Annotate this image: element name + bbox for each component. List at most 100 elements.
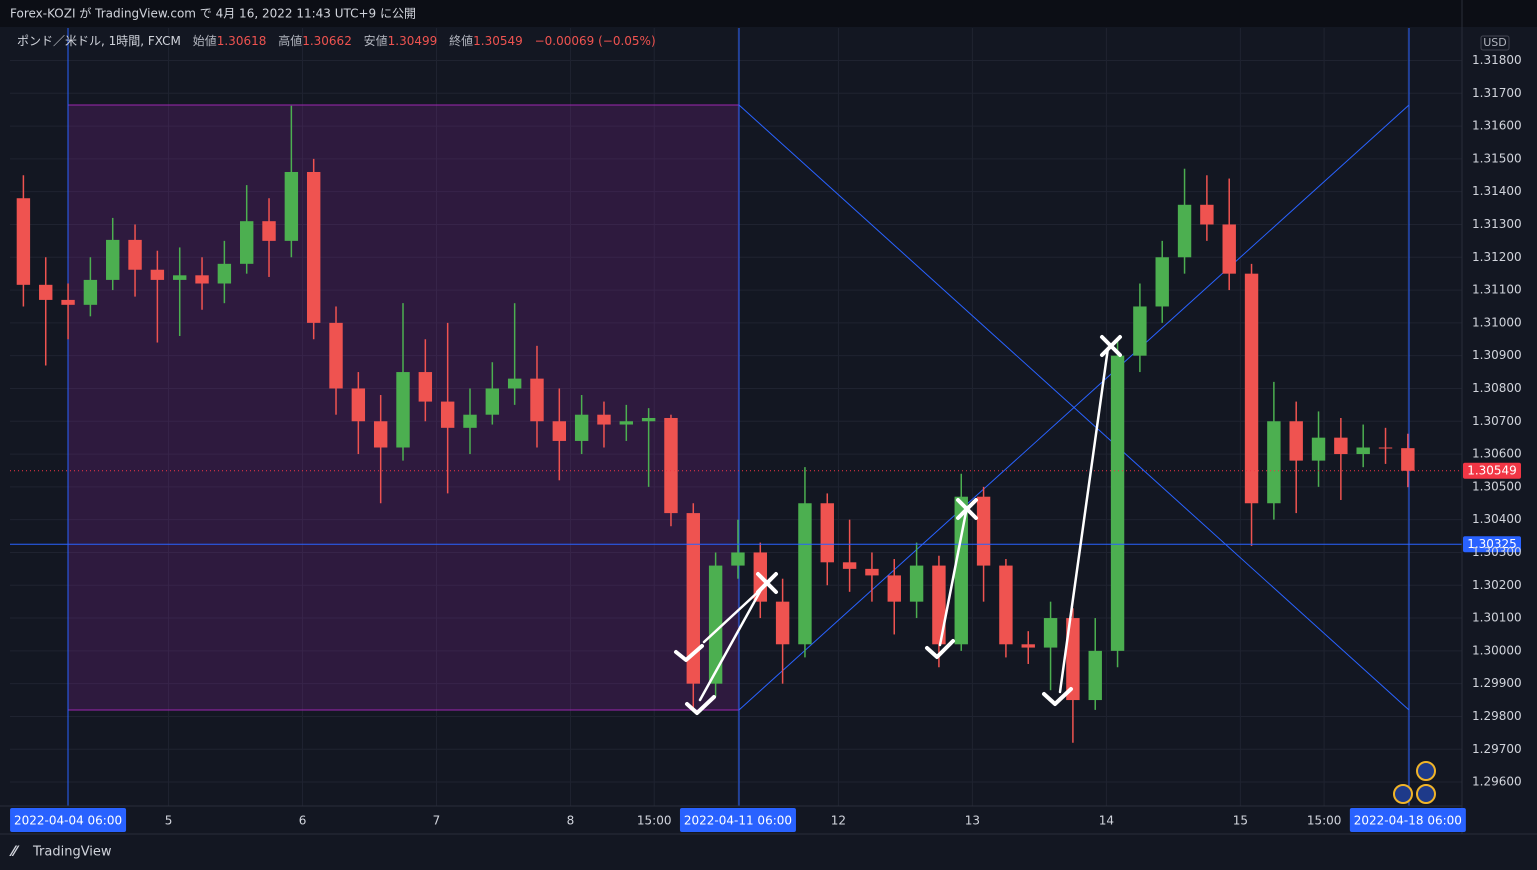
- candle-body: [329, 322, 343, 389]
- x-tick-highlight: [679, 808, 796, 832]
- legend: ポンド／米ドル, 1時間, FXCM 始値1.30618 高値1.30662 安…: [17, 33, 656, 48]
- y-tick-label: 1.30800: [1472, 381, 1522, 395]
- candle-body: [1021, 644, 1035, 648]
- candle-body: [865, 568, 879, 576]
- candle-body: [128, 239, 142, 270]
- y-tick-label: 1.31700: [1472, 86, 1522, 100]
- candle-body: [463, 414, 477, 428]
- candle-body: [1311, 437, 1326, 461]
- candle-body: [1133, 306, 1147, 356]
- trend-line: [738, 104, 1410, 711]
- y-tick-label: 1.30000: [1472, 643, 1522, 657]
- price-label: 1.30549: [1467, 463, 1517, 477]
- price-lines: 1.30325 1.30549: [10, 462, 1521, 553]
- annotations: [674, 335, 1122, 715]
- candle-body: [507, 378, 522, 389]
- candle-body: [909, 565, 924, 602]
- candle-body: [306, 171, 321, 323]
- ohlc-value: 1.30549: [473, 34, 523, 48]
- y-tick-label: 1.31800: [1472, 53, 1522, 67]
- y-tick-label: 1.30500: [1472, 479, 1522, 493]
- currency-box: [1480, 35, 1510, 51]
- candle-body: [83, 279, 98, 305]
- candle-body: [597, 414, 611, 425]
- candle-body: [173, 275, 187, 280]
- y-tick-label: 1.31500: [1472, 151, 1522, 165]
- candle-body: [61, 299, 75, 305]
- price-label: 1.30325: [1467, 537, 1517, 551]
- x-tick-label: 14: [1099, 814, 1114, 828]
- price-label-box: [1463, 536, 1521, 553]
- y-tick-label: 1.31600: [1472, 119, 1522, 133]
- x-tick-label: 5: [165, 814, 173, 828]
- candle-body: [217, 263, 232, 284]
- candle-body: [1244, 273, 1259, 504]
- currency: USD: [1483, 36, 1507, 49]
- candle-body: [842, 562, 857, 569]
- x-tick-label: 7: [433, 814, 441, 828]
- candle-body: [574, 414, 589, 441]
- candle-body: [239, 221, 254, 264]
- candle-body: [418, 372, 433, 402]
- y-tick-label: 1.30900: [1472, 348, 1522, 362]
- candle-body: [954, 496, 968, 645]
- candle-body: [1066, 618, 1080, 701]
- check-mark: [685, 695, 716, 715]
- check-mark: [1042, 687, 1073, 706]
- y-tick-label: 1.31400: [1472, 184, 1522, 198]
- x-tick-label: 15:00: [1307, 814, 1342, 828]
- y-tick-label: 1.29700: [1472, 742, 1522, 756]
- candle-body: [150, 269, 165, 280]
- candle-body: [1088, 650, 1102, 701]
- arrow-line: [698, 586, 764, 702]
- candle-body: [1378, 447, 1393, 449]
- candle-body: [619, 421, 634, 425]
- candle-body: [976, 496, 991, 566]
- y-tick-label: 1.29800: [1472, 709, 1522, 723]
- ohlc-label: 安値: [364, 33, 388, 48]
- candle-body: [664, 417, 678, 514]
- candle-body: [1043, 618, 1058, 648]
- candle-body: [1289, 421, 1303, 461]
- candle-body: [396, 372, 410, 448]
- candle-body: [887, 575, 901, 602]
- x-tick-highlight: [1349, 808, 1466, 832]
- candle-body: [775, 601, 790, 645]
- x-tick-label: 15:00: [637, 814, 672, 828]
- event-icon: [1416, 784, 1436, 804]
- y-tick-label: 1.31200: [1472, 250, 1522, 264]
- y-tick-label: 1.30700: [1472, 414, 1522, 428]
- candle-body: [1155, 257, 1169, 307]
- event-icon: [1393, 784, 1413, 804]
- candle-body: [1334, 437, 1348, 455]
- candle-body: [686, 513, 700, 684]
- candle-body: [485, 388, 500, 415]
- y-tick-label: 1.31100: [1472, 283, 1522, 297]
- ohlc-value: 1.30662: [302, 34, 352, 48]
- y-tick-label: 1.30100: [1472, 611, 1522, 625]
- y-tick-label: 1.29900: [1472, 676, 1522, 690]
- y-tick-label: 1.30600: [1472, 447, 1522, 461]
- candle-body: [552, 421, 567, 441]
- ohlc-label: 始値: [193, 33, 217, 48]
- candle-body: [284, 171, 299, 241]
- candle-body: [1401, 448, 1415, 471]
- price-label-box: [1463, 462, 1521, 479]
- event-icons: [1393, 761, 1436, 804]
- page-title: Forex-KOZI が TradingView.com で 4月 16, 20…: [10, 6, 416, 21]
- candles: [16, 105, 1415, 743]
- candle-body: [1356, 447, 1370, 455]
- candle-body: [1267, 421, 1281, 504]
- axes: 1.29600 1.29700 1.29800 1.29900 1.30000 1.301…: [10, 53, 1522, 832]
- candle-body: [708, 565, 723, 684]
- candle-body: [1110, 355, 1125, 651]
- x-tick-label: 12: [831, 814, 846, 828]
- candle-body: [16, 198, 31, 285]
- y-tick-label: 1.29600: [1472, 775, 1522, 789]
- candle-body: [39, 284, 53, 300]
- ohlc-label: 終値: [449, 33, 473, 48]
- candle-body: [195, 275, 209, 284]
- candle-body: [373, 421, 388, 448]
- logo: ⁄⁄: [9, 844, 20, 860]
